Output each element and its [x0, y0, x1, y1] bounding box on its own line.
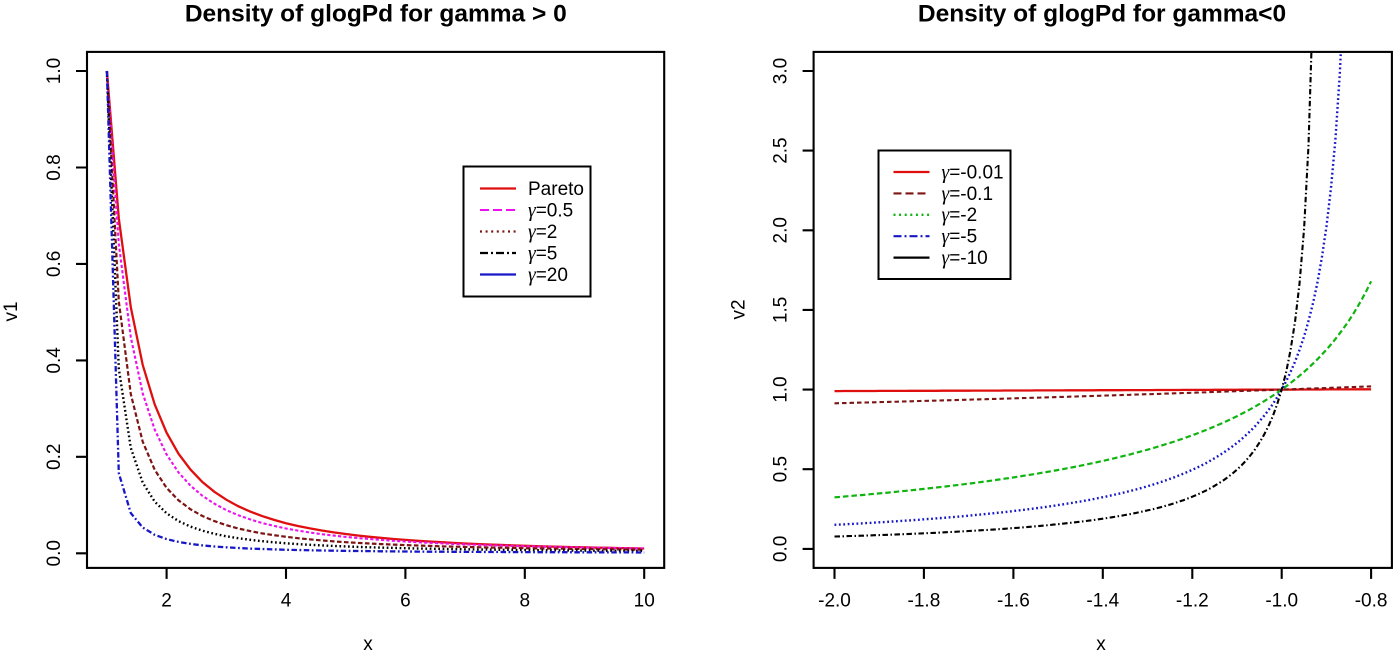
svg-text:γ=20: γ=20	[528, 265, 568, 286]
svg-text:0.0: 0.0	[44, 540, 65, 566]
svg-text:0.4: 0.4	[44, 347, 65, 374]
svg-text:Density of glogPd for gamma<0: Density of glogPd for gamma<0	[918, 1, 1286, 28]
svg-text:0.8: 0.8	[44, 154, 65, 180]
svg-text:0.5: 0.5	[771, 456, 792, 482]
svg-text:0.0: 0.0	[771, 536, 792, 562]
svg-text:v2: v2	[729, 299, 750, 319]
svg-text:-1.0: -1.0	[1265, 591, 1298, 612]
svg-text:-1.8: -1.8	[908, 591, 941, 612]
svg-text:10: 10	[634, 591, 655, 612]
svg-text:2: 2	[161, 591, 172, 612]
svg-text:Pareto: Pareto	[528, 179, 584, 200]
svg-text:4: 4	[281, 591, 292, 612]
svg-text:-1.6: -1.6	[997, 591, 1030, 612]
svg-text:0.6: 0.6	[44, 251, 65, 277]
svg-text:γ=0.5: γ=0.5	[528, 200, 573, 221]
svg-text:2.0: 2.0	[771, 217, 792, 243]
svg-text:γ=-0.01: γ=-0.01	[942, 162, 1004, 183]
svg-text:Density of glogPd for gamma >: Density of glogPd for gamma > 0	[185, 1, 567, 28]
svg-text:-1.2: -1.2	[1176, 591, 1209, 612]
svg-text:0.2: 0.2	[44, 444, 65, 470]
svg-text:6: 6	[400, 591, 411, 612]
svg-text:3.0: 3.0	[771, 58, 792, 84]
svg-text:1.0: 1.0	[44, 58, 65, 84]
svg-text:γ=2: γ=2	[528, 222, 557, 243]
svg-text:x: x	[1096, 634, 1106, 655]
svg-text:-2.0: -2.0	[818, 591, 851, 612]
svg-text:1.0: 1.0	[771, 376, 792, 402]
svg-text:-0.8: -0.8	[1355, 591, 1388, 612]
svg-text:v1: v1	[1, 301, 22, 321]
svg-text:γ=-2: γ=-2	[942, 205, 978, 226]
svg-text:-1.4: -1.4	[1086, 591, 1119, 612]
svg-text:2.5: 2.5	[771, 137, 792, 163]
svg-text:γ=-5: γ=-5	[942, 227, 978, 248]
svg-text:x: x	[363, 634, 373, 655]
svg-text:γ=-0.1: γ=-0.1	[942, 184, 994, 205]
svg-text:γ=-10: γ=-10	[942, 248, 988, 269]
svg-text:γ=5: γ=5	[528, 243, 557, 264]
svg-text:8: 8	[520, 591, 531, 612]
svg-text:1.5: 1.5	[771, 297, 792, 323]
